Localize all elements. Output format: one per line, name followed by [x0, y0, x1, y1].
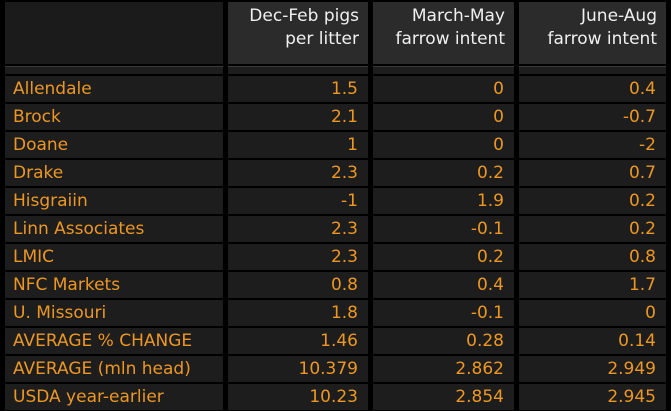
cell-value: 2.3: [228, 244, 368, 270]
row-label: Doane: [5, 132, 223, 158]
cell-value: 2.1: [228, 104, 368, 130]
cell-value: -0.1: [373, 216, 514, 242]
column-header-line: Dec-Feb pigs: [249, 6, 359, 26]
row-label: Hisgraiin: [5, 188, 223, 214]
corner-cell: [5, 2, 223, 64]
row-label: AVERAGE (mln head): [5, 356, 223, 382]
cell-value: 1.8: [228, 300, 368, 326]
cell-value: -2: [519, 132, 666, 158]
row-label: Allendale: [5, 76, 223, 102]
spacer-cell: [5, 66, 223, 74]
table-body: Dec-Feb pigs per litter March-May farrow…: [5, 2, 666, 410]
cell-value: -0.7: [519, 104, 666, 130]
cell-value: 0.8: [228, 272, 368, 298]
row-label: Brock: [5, 104, 223, 130]
column-header-march-may: March-May farrow intent: [373, 2, 514, 64]
table-row: LMIC 2.3 0.2 0.8: [5, 244, 666, 270]
spacer-cell: [519, 66, 666, 74]
cell-value: 2.3: [228, 160, 368, 186]
cell-value: -0.1: [373, 300, 514, 326]
column-header-line: March-May: [411, 6, 505, 26]
column-header-line: farrow intent: [395, 29, 505, 49]
cell-value: 0.8: [519, 244, 666, 270]
cell-value: 0.2: [373, 244, 514, 270]
cell-value: 1: [228, 132, 368, 158]
cell-value: 0.7: [519, 160, 666, 186]
table-row: USDA year-earlier 10.23 2.854 2.945: [5, 384, 666, 410]
cell-value: 0.4: [519, 76, 666, 102]
spacer-cell: [373, 66, 514, 74]
table-row: Drake 2.3 0.2 0.7: [5, 160, 666, 186]
table-row: Doane 1 0 -2: [5, 132, 666, 158]
row-label: AVERAGE % CHANGE: [5, 328, 223, 354]
cell-value: 0.4: [373, 272, 514, 298]
cell-value: 0: [519, 300, 666, 326]
table-row: U. Missouri 1.8 -0.1 0: [5, 300, 666, 326]
cell-value: 0.2: [519, 216, 666, 242]
table-row: AVERAGE % CHANGE 1.46 0.28 0.14: [5, 328, 666, 354]
cell-value: 10.23: [228, 384, 368, 410]
spacer-row: [5, 66, 666, 74]
cell-value: 0.14: [519, 328, 666, 354]
cell-value: 0.2: [373, 160, 514, 186]
spacer-cell: [228, 66, 368, 74]
row-label: Drake: [5, 160, 223, 186]
cell-value: 0: [373, 132, 514, 158]
row-label: LMIC: [5, 244, 223, 270]
row-label: USDA year-earlier: [5, 384, 223, 410]
header-row: Dec-Feb pigs per litter March-May farrow…: [5, 2, 666, 64]
cell-value: 1.5: [228, 76, 368, 102]
column-header-line: June-Aug: [581, 6, 657, 26]
cell-value: 2.949: [519, 356, 666, 382]
cell-value: 2.3: [228, 216, 368, 242]
cell-value: 1.46: [228, 328, 368, 354]
row-label: U. Missouri: [5, 300, 223, 326]
cell-value: 1.9: [373, 188, 514, 214]
cell-value: 10.379: [228, 356, 368, 382]
row-label: NFC Markets: [5, 272, 223, 298]
table-row: AVERAGE (mln head) 10.379 2.862 2.949: [5, 356, 666, 382]
cell-value: 0: [373, 104, 514, 130]
table-row: Allendale 1.5 0 0.4: [5, 76, 666, 102]
cell-value: 0.2: [519, 188, 666, 214]
column-header-line: farrow intent: [547, 29, 657, 49]
row-label: Linn Associates: [5, 216, 223, 242]
cell-value: 2.862: [373, 356, 514, 382]
cell-value: 2.854: [373, 384, 514, 410]
table-row: Brock 2.1 0 -0.7: [5, 104, 666, 130]
cell-value: 0: [373, 76, 514, 102]
column-header-line: per litter: [285, 29, 359, 49]
column-header-dec-feb: Dec-Feb pigs per litter: [228, 2, 368, 64]
table-row: Hisgraiin -1 1.9 0.2: [5, 188, 666, 214]
cell-value: 1.7: [519, 272, 666, 298]
table-row: NFC Markets 0.8 0.4 1.7: [5, 272, 666, 298]
cell-value: 2.945: [519, 384, 666, 410]
table-row: Linn Associates 2.3 -0.1 0.2: [5, 216, 666, 242]
cell-value: 0.28: [373, 328, 514, 354]
column-header-june-aug: June-Aug farrow intent: [519, 2, 666, 64]
cell-value: -1: [228, 188, 368, 214]
